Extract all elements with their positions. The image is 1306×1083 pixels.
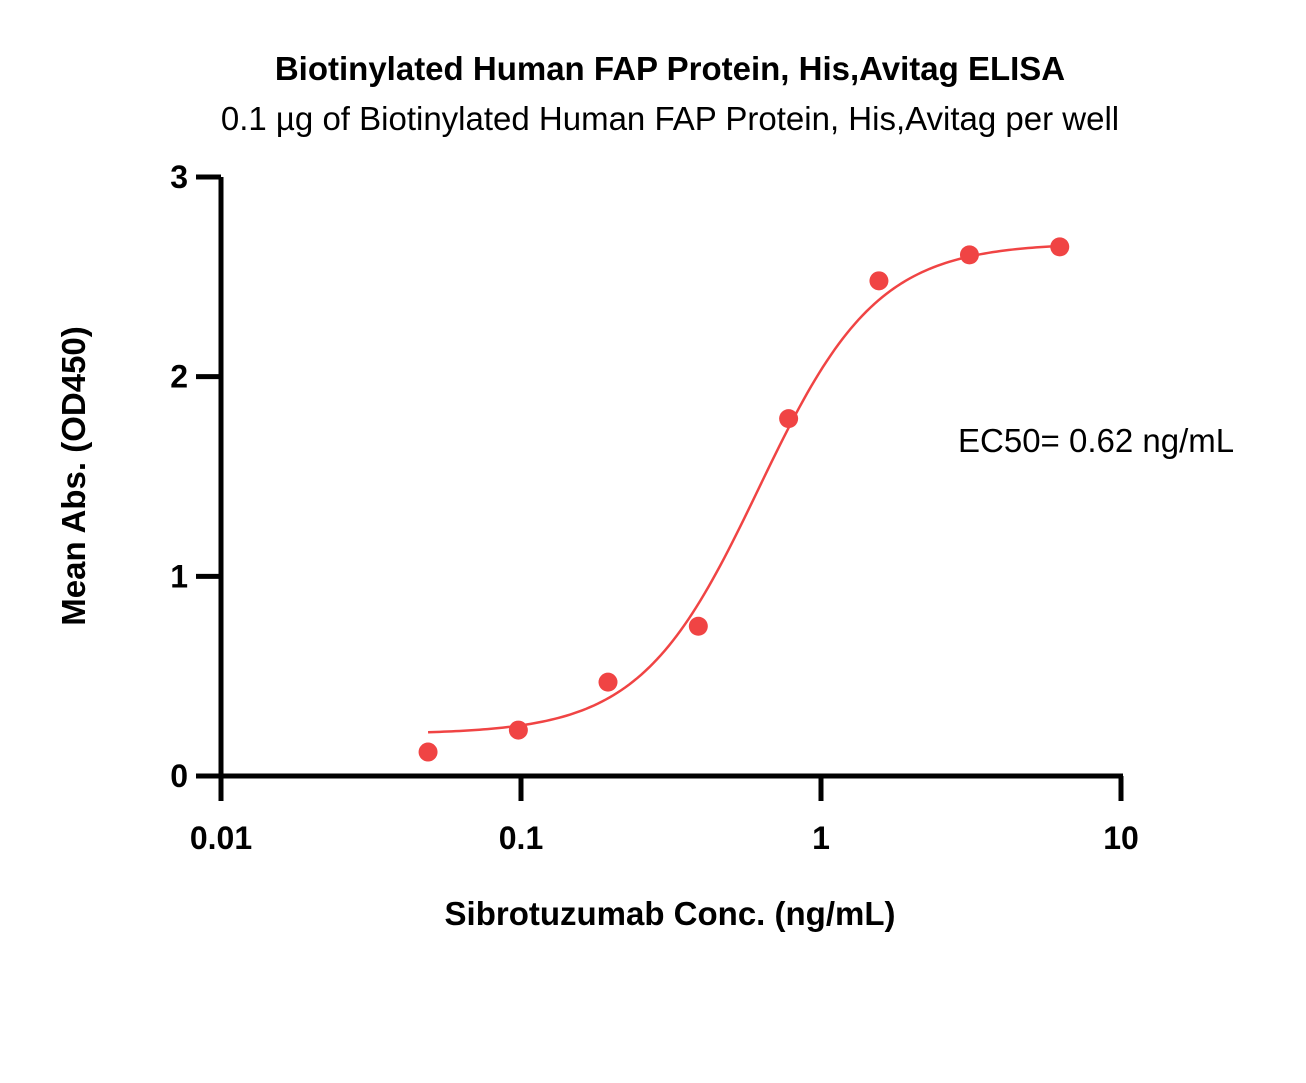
- axes: 0 1 2 3 0.01 0.1 1 10: [170, 159, 1139, 856]
- chart-subtitle: 0.1 µg of Biotinylated Human FAP Protein…: [221, 100, 1119, 137]
- x-ticks: 0.01 0.1 1 10: [190, 776, 1139, 856]
- x-tick-label-1: 0.1: [499, 820, 543, 856]
- fit-curve: [428, 244, 1060, 734]
- y-tick-label-0: 0: [170, 758, 188, 794]
- y-tick-label-3: 3: [170, 159, 188, 195]
- y-tick-label-2: 2: [170, 359, 188, 395]
- data-point-2: [598, 672, 618, 692]
- data-point-7: [1050, 237, 1070, 257]
- data-point-5: [869, 271, 889, 291]
- data-point-3: [688, 616, 708, 636]
- data-point-0: [418, 742, 438, 762]
- data-points: [418, 237, 1070, 762]
- y-axis-label: Mean Abs. (OD450): [55, 326, 92, 626]
- annotation-ec50: EC50= 0.62 ng/mL: [958, 422, 1234, 459]
- y-tick-label-1: 1: [170, 558, 188, 594]
- chart-title: Biotinylated Human FAP Protein, His,Avit…: [275, 50, 1065, 87]
- data-point-6: [959, 245, 979, 265]
- x-tick-label-0: 0.01: [190, 820, 252, 856]
- y-ticks: 0 1 2 3: [170, 159, 221, 794]
- x-axis-label: Sibrotuzumab Conc. (ng/mL): [445, 895, 896, 932]
- data-point-4: [779, 409, 799, 429]
- data-point-1: [508, 720, 528, 740]
- x-tick-label-2: 1: [812, 820, 830, 856]
- x-tick-label-3: 10: [1103, 820, 1139, 856]
